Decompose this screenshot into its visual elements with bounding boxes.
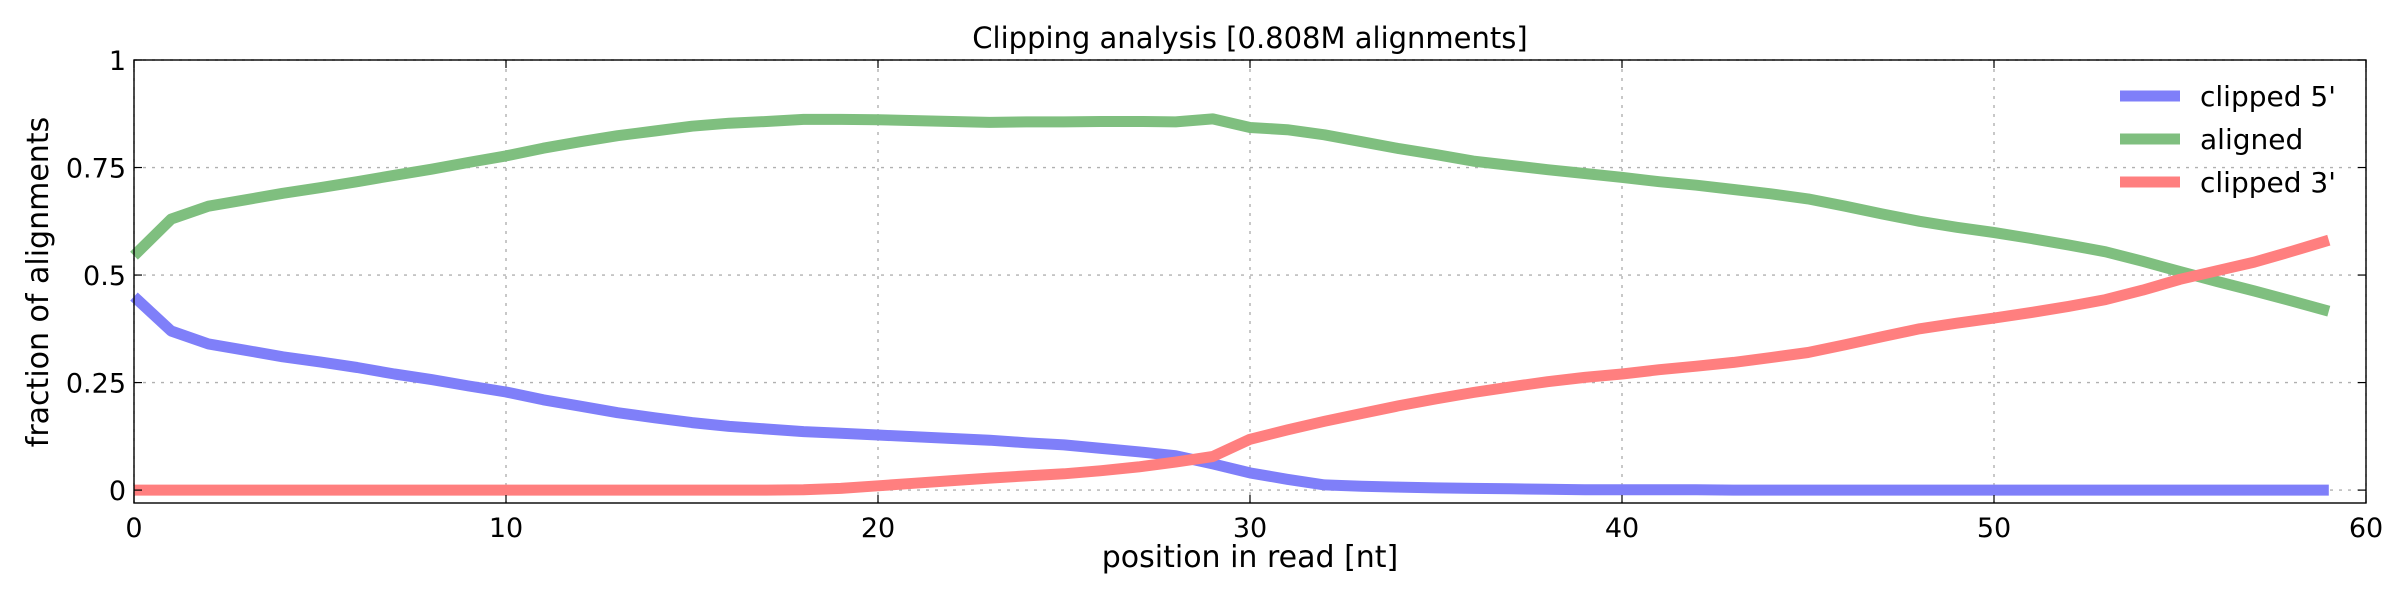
- x-tick-label: 0: [125, 513, 142, 544]
- x-axis-label: position in read [nt]: [1102, 540, 1399, 575]
- y-tick-label: 0.25: [66, 369, 126, 400]
- legend-label: clipped 3': [2200, 166, 2336, 199]
- y-tick-label: 1: [109, 46, 126, 77]
- y-axis-label: fraction of alignments: [21, 117, 56, 447]
- legend: clipped 5' aligned clipped 3': [2120, 80, 2336, 199]
- x-tick-label: 20: [861, 513, 895, 544]
- ticks: 0 10 20 30 40 50 60 0 0.25 0.5 0.75 1: [66, 46, 2383, 544]
- series-line: [130, 113, 2331, 317]
- x-tick-label: 30: [1233, 513, 1267, 544]
- chart-title: Clipping analysis [0.808M alignments]: [972, 21, 1527, 55]
- series-line: [134, 234, 2331, 496]
- legend-label: aligned: [2200, 123, 2303, 156]
- y-tick-label: 0.5: [83, 261, 126, 292]
- x-tick-label: 10: [489, 513, 523, 544]
- y-tick-label: 0: [109, 476, 126, 507]
- x-tick-label: 40: [1605, 513, 1639, 544]
- series-line: [130, 292, 2329, 496]
- x-tick-label: 60: [2349, 513, 2383, 544]
- series-lines: [130, 113, 2331, 496]
- legend-label: clipped 5': [2200, 80, 2336, 113]
- x-tick-label: 50: [1977, 513, 2011, 544]
- y-tick-label: 0.75: [66, 154, 126, 185]
